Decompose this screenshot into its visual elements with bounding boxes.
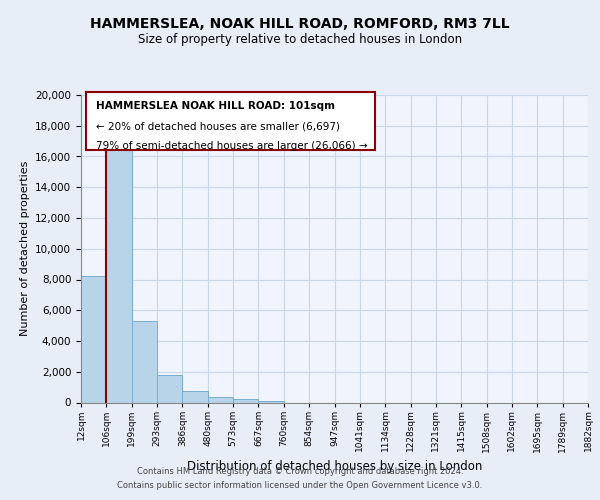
Text: HAMMERSLEA NOAK HILL ROAD: 101sqm: HAMMERSLEA NOAK HILL ROAD: 101sqm — [96, 101, 335, 111]
Bar — [259, 401, 284, 402]
Text: 79% of semi-detached houses are larger (26,066) →: 79% of semi-detached houses are larger (… — [96, 141, 368, 151]
Bar — [157, 375, 182, 402]
Text: Contains HM Land Registry data © Crown copyright and database right 2024.: Contains HM Land Registry data © Crown c… — [137, 467, 463, 476]
Bar — [81, 276, 106, 402]
Bar — [182, 391, 208, 402]
Text: Contains public sector information licensed under the Open Government Licence v3: Contains public sector information licen… — [118, 481, 482, 490]
Bar — [208, 397, 233, 402]
Y-axis label: Number of detached properties: Number of detached properties — [20, 161, 29, 336]
Text: Size of property relative to detached houses in London: Size of property relative to detached ho… — [138, 32, 462, 46]
FancyBboxPatch shape — [86, 92, 375, 150]
Bar — [132, 321, 157, 402]
Text: HAMMERSLEA, NOAK HILL ROAD, ROMFORD, RM3 7LL: HAMMERSLEA, NOAK HILL ROAD, ROMFORD, RM3… — [90, 18, 510, 32]
Bar — [106, 148, 132, 402]
X-axis label: Distribution of detached houses by size in London: Distribution of detached houses by size … — [187, 460, 482, 473]
Bar — [233, 400, 259, 402]
Text: ← 20% of detached houses are smaller (6,697): ← 20% of detached houses are smaller (6,… — [96, 121, 340, 131]
